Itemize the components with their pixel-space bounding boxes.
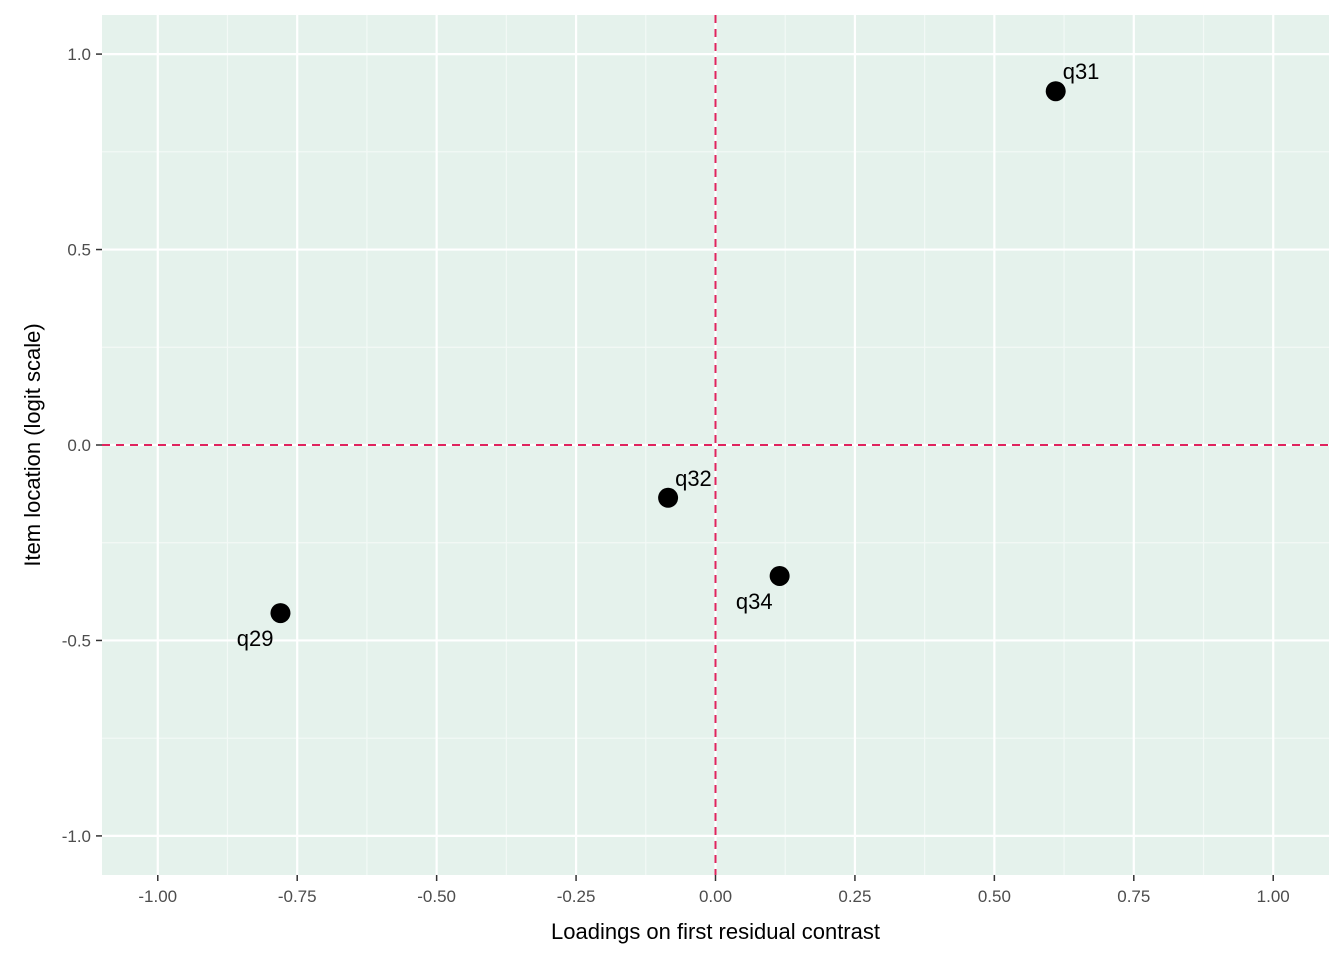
point-label-q34: q34	[736, 589, 773, 614]
point-label-q31: q31	[1063, 59, 1100, 84]
y-tick-label: -1.0	[62, 827, 91, 846]
y-axis-title: Item location (logit scale)	[20, 323, 45, 566]
reference-lines	[102, 15, 1329, 875]
x-tick-label: 0.00	[699, 887, 732, 906]
x-tick-label: -1.00	[138, 887, 177, 906]
data-points: q31 q32 q34 q29	[237, 59, 1100, 651]
data-point-q32	[658, 487, 679, 508]
x-tick-label: 1.00	[1257, 887, 1290, 906]
x-tick-label: 0.75	[1117, 887, 1150, 906]
x-tick-label: -0.75	[278, 887, 317, 906]
point-label-q29: q29	[237, 626, 274, 651]
point-label-q32: q32	[675, 466, 712, 491]
y-tick-label: 1.0	[67, 45, 91, 64]
y-tick-label: 0.5	[67, 241, 91, 260]
data-point-q34	[769, 565, 790, 586]
y-tick-label: 0.0	[67, 436, 91, 455]
data-point-q31	[1045, 81, 1066, 102]
x-tick-label: 0.50	[978, 887, 1011, 906]
x-axis: -1.00 -0.75 -0.50 -0.25 0.00 0.25 0.50 0.75 1.00	[138, 875, 1290, 906]
grid-major	[102, 15, 1329, 875]
x-axis-title: Loadings on first residual contrast	[551, 919, 880, 944]
x-tick-label: 0.25	[838, 887, 871, 906]
x-tick-label: -0.25	[557, 887, 596, 906]
y-tick-label: -0.5	[62, 631, 91, 650]
y-axis: -1.0 -0.5 0.0 0.5 1.0	[62, 45, 102, 846]
x-tick-label: -0.50	[417, 887, 456, 906]
data-point-q29	[270, 603, 291, 624]
